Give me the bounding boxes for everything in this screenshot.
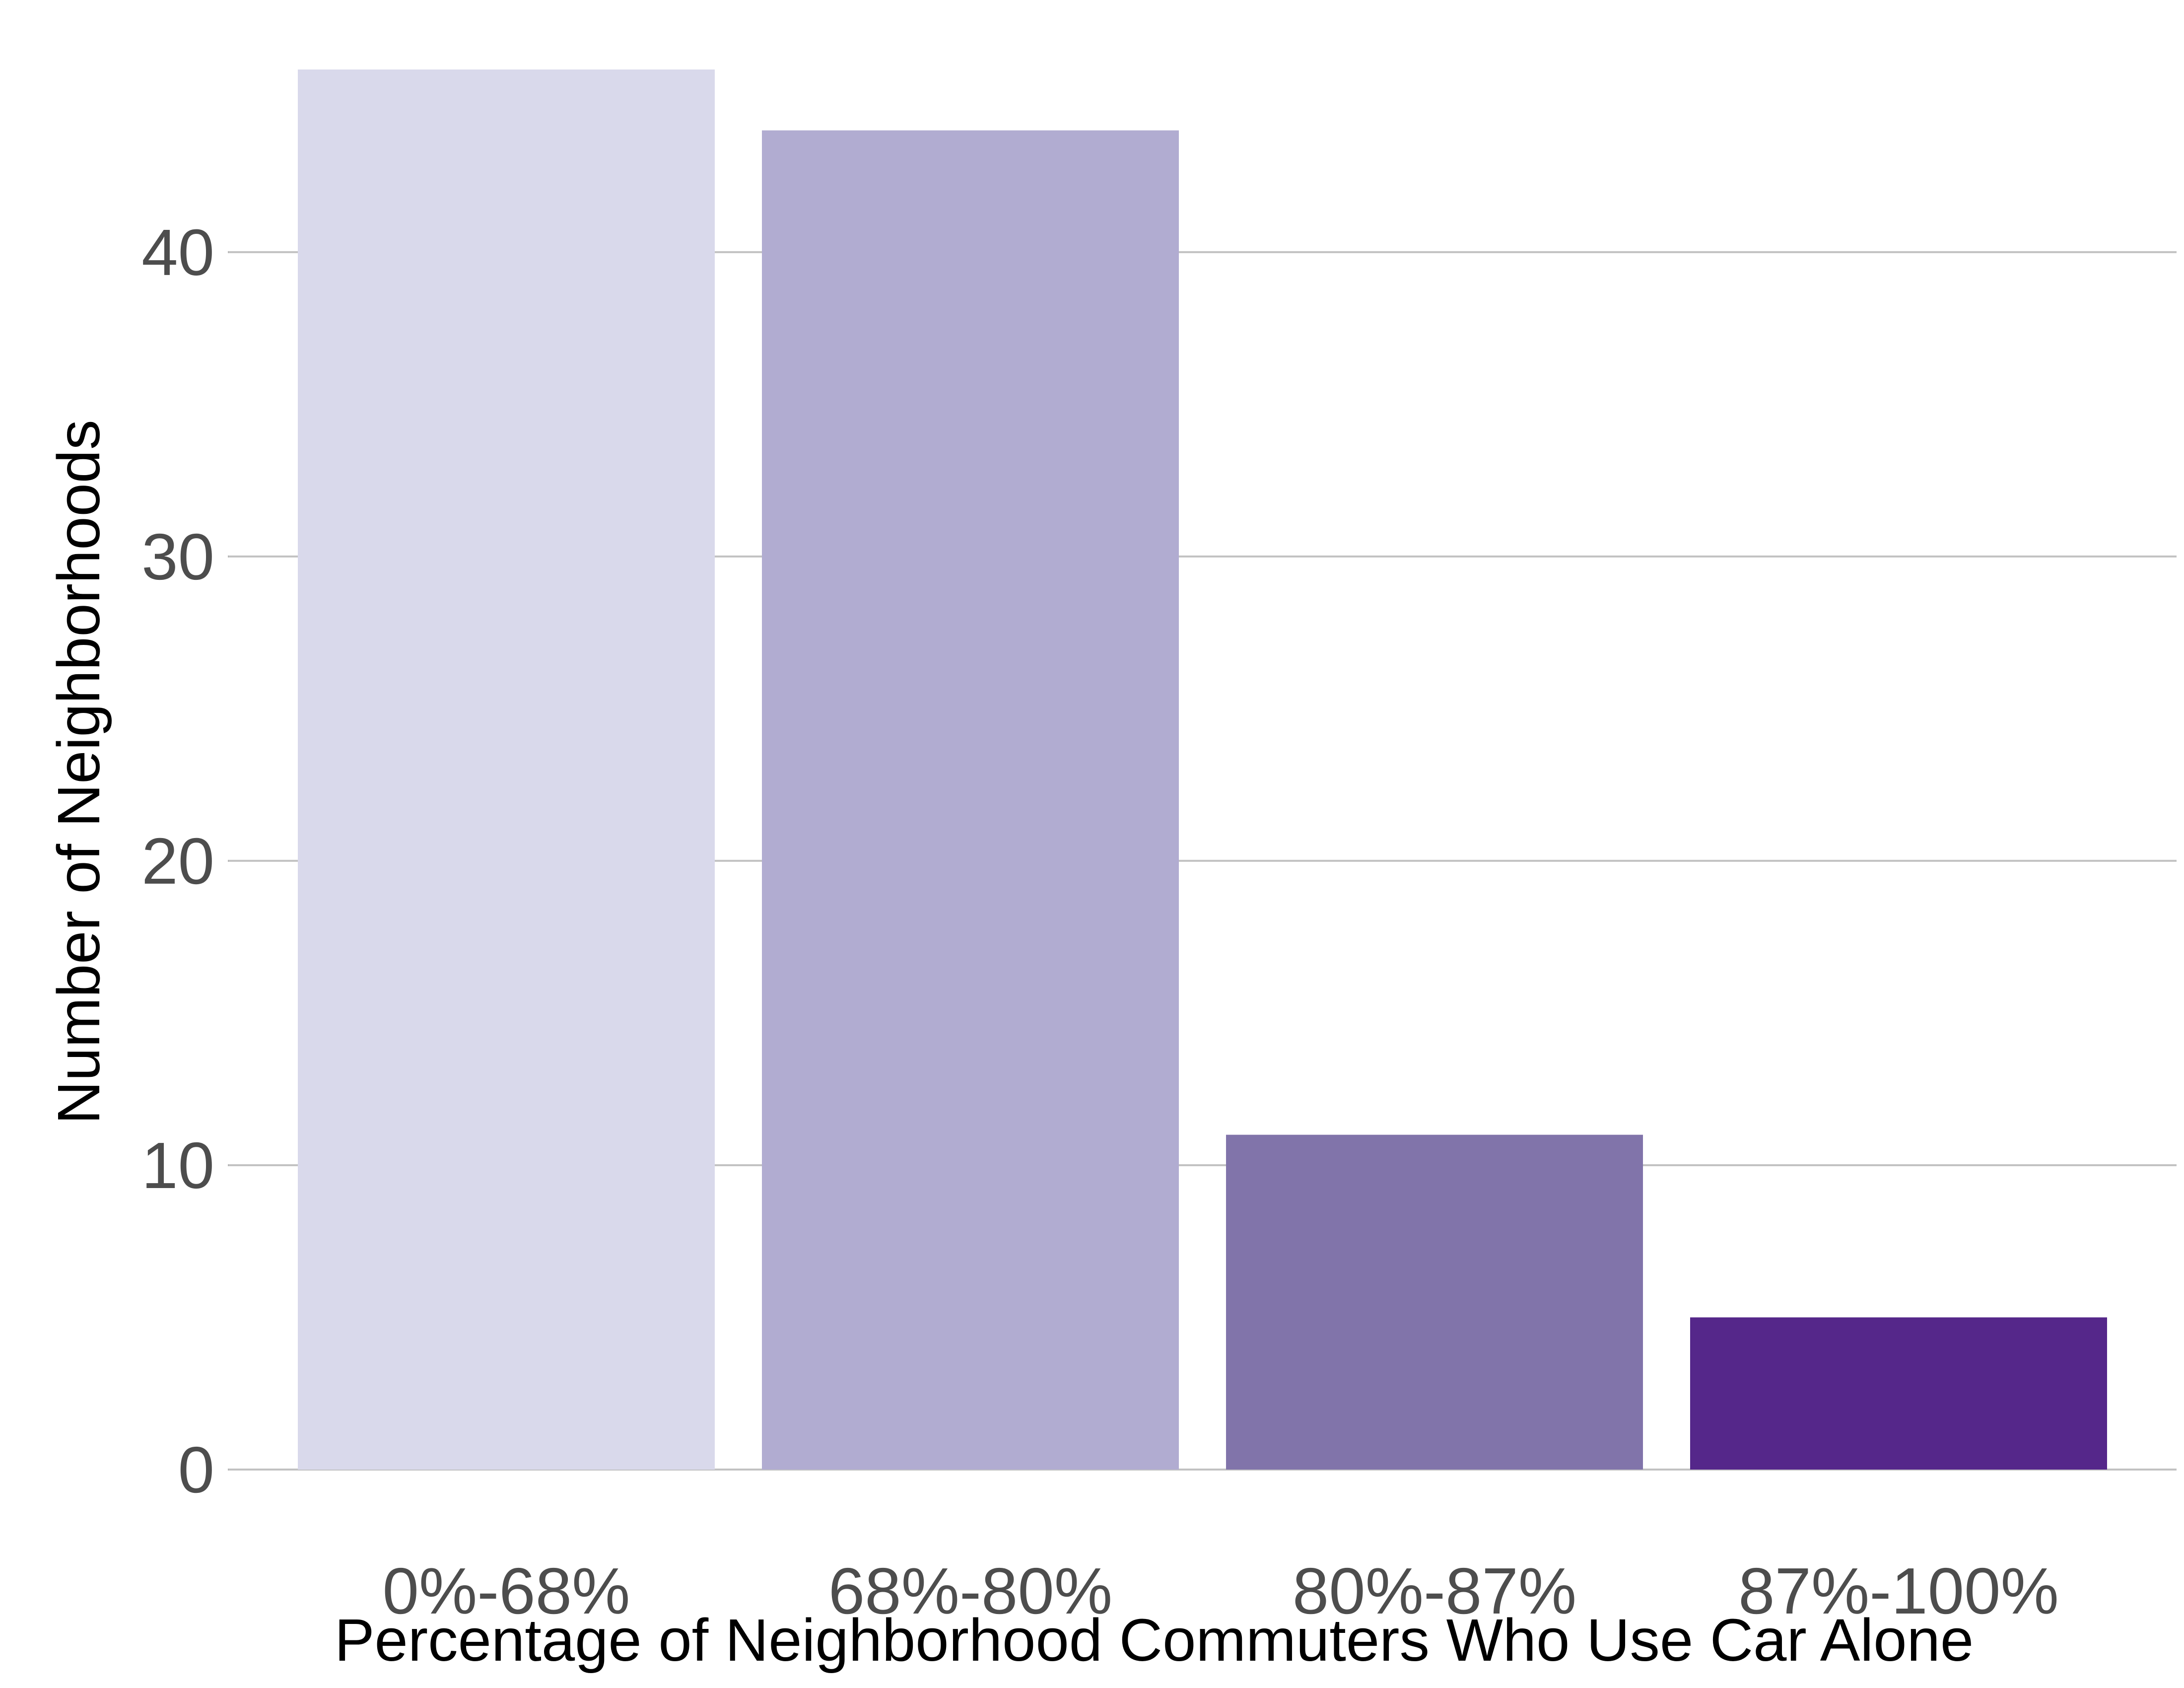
x-tick-label: 68%-80% <box>828 1554 1112 1627</box>
y-axis-ticks: 0 10 20 30 40 <box>141 216 229 1506</box>
x-tick-label: 80%-87% <box>1293 1554 1576 1627</box>
y-axis-title: Number of Neighborhoods <box>45 420 112 1124</box>
bar-2 <box>762 130 1179 1470</box>
x-tick-label: 87%-100% <box>1738 1554 2059 1627</box>
x-axis-title: Percentage of Neighborhood Commuters Who… <box>335 1606 1974 1674</box>
x-axis-ticks: 0%-68% 68%-80% 80%-87% 87%-100% <box>383 1554 2059 1627</box>
x-tick-label: 0%-68% <box>383 1554 630 1627</box>
bar-1 <box>298 70 715 1470</box>
bar-4 <box>1690 1317 2107 1470</box>
y-tick-label: 0 <box>178 1433 214 1506</box>
bars <box>298 70 2107 1470</box>
y-tick-label: 30 <box>141 520 214 593</box>
y-tick-label: 40 <box>141 216 214 289</box>
bar-3 <box>1226 1134 1643 1470</box>
y-tick-label: 10 <box>141 1129 214 1202</box>
y-tick-label: 20 <box>141 825 214 898</box>
